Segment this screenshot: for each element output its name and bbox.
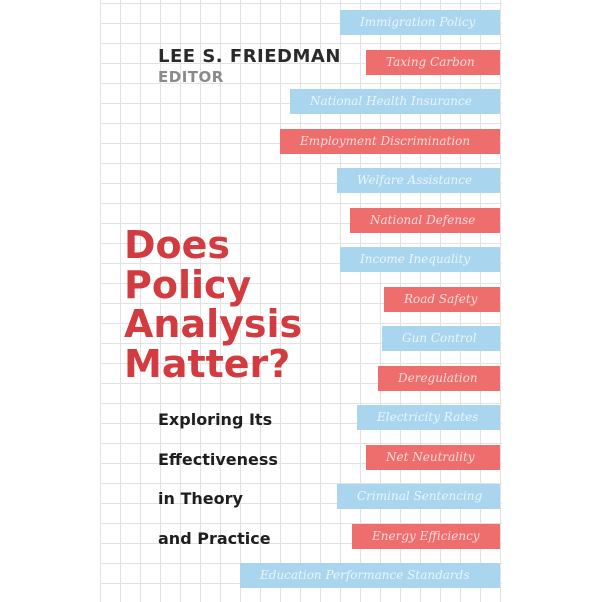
title-line: Matter? <box>124 341 291 386</box>
topic-bar: Immigration Policy <box>340 10 500 35</box>
title-line: Policy <box>124 262 252 307</box>
author: LEE S. FRIEDMAN <box>158 46 341 67</box>
topic-bar: Taxing Carbon <box>366 49 500 75</box>
topic-bar: Criminal Sentencing <box>337 484 500 509</box>
topic-bar: Deregulation <box>378 365 500 391</box>
subtitle-line: Exploring Its <box>158 410 273 429</box>
title: Does Policy Analysis Matter? <box>124 223 303 386</box>
topic-bar: Energy Efficiency <box>352 523 500 549</box>
topic-bar: Employment Discrimination <box>280 128 500 154</box>
title-line: Does <box>124 223 231 267</box>
topic-bar: Gun Control <box>382 326 500 351</box>
subtitle-line: and Practice <box>158 528 271 548</box>
topic-bar: Electricity Rates <box>357 405 500 430</box>
subtitle-line: in Theory <box>158 489 243 508</box>
subtitle-line: Effectiveness <box>158 449 278 469</box>
subtitle: Exploring Its Effectiveness in Theory and P… <box>158 400 278 558</box>
topic-bar: National Defense <box>350 207 500 233</box>
topic-bar: Income Inequality <box>340 247 500 272</box>
role: EDITOR <box>158 68 224 86</box>
topic-bar: Education Performance Standards <box>240 563 500 588</box>
topic-bar: Net Neutrality <box>366 444 500 470</box>
topic-bar: Welfare Assistance <box>337 168 500 193</box>
topic-bar: National Health Insurance <box>290 89 500 114</box>
topic-bar: Road Safety <box>384 286 500 312</box>
title-line: Analysis <box>124 302 303 346</box>
